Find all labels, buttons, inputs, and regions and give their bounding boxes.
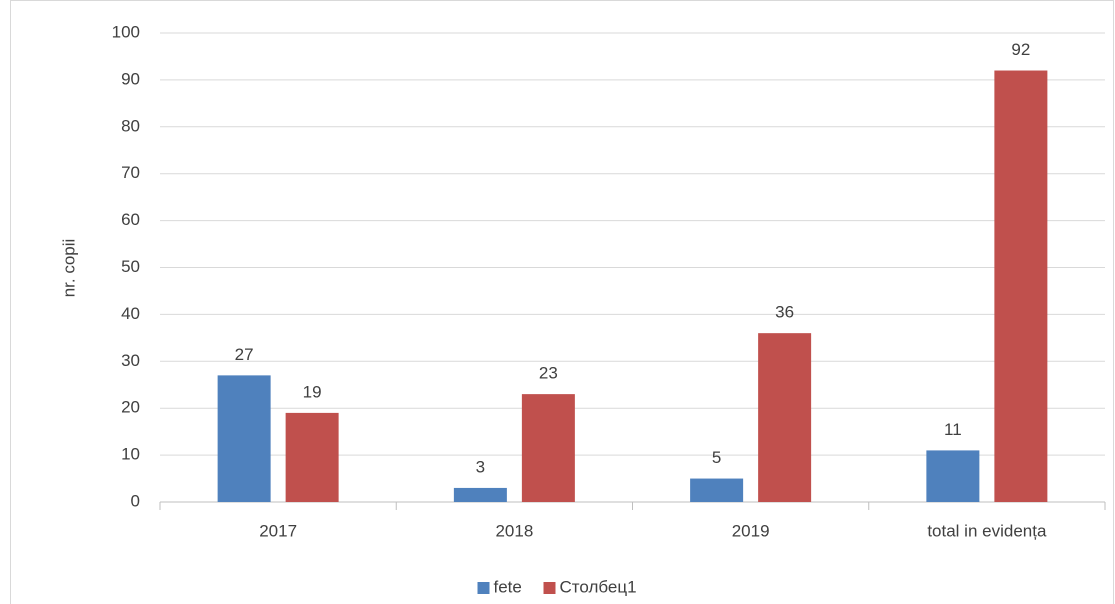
y-tick-label: 10 bbox=[121, 445, 140, 464]
y-tick-label: 60 bbox=[121, 210, 140, 229]
y-tick-label: 50 bbox=[121, 257, 140, 276]
x-tick-label: 2017 bbox=[259, 521, 297, 540]
data-label: 3 bbox=[476, 457, 485, 476]
bar bbox=[926, 450, 980, 502]
bar bbox=[521, 394, 575, 502]
y-tick-label: 70 bbox=[121, 163, 140, 182]
bar bbox=[453, 487, 507, 502]
y-tick-label: 30 bbox=[121, 351, 140, 370]
legend-label: fete bbox=[494, 577, 522, 596]
y-tick-label: 40 bbox=[121, 304, 140, 323]
legend-label: Столбец1 bbox=[560, 577, 637, 596]
data-label: 23 bbox=[539, 364, 558, 383]
x-tick-label: 2019 bbox=[732, 521, 770, 540]
y-tick-label: 20 bbox=[121, 398, 140, 417]
bar bbox=[994, 70, 1048, 503]
y-axis-label: nr. copii bbox=[59, 239, 78, 298]
legend-swatch bbox=[477, 582, 490, 594]
bar bbox=[690, 478, 744, 502]
bar bbox=[758, 333, 812, 502]
data-label: 36 bbox=[775, 303, 794, 322]
data-label: 11 bbox=[944, 420, 962, 439]
data-label: 19 bbox=[303, 382, 322, 401]
legend-swatch bbox=[543, 582, 556, 594]
data-label: 27 bbox=[235, 345, 254, 364]
x-tick-label: total in evidența bbox=[927, 521, 1047, 540]
y-tick-label: 90 bbox=[121, 69, 140, 88]
data-label: 5 bbox=[712, 448, 721, 467]
y-tick-label: 80 bbox=[121, 116, 140, 135]
bar bbox=[285, 412, 339, 502]
chart-frame bbox=[10, 0, 1114, 604]
y-tick-label: 100 bbox=[112, 22, 140, 41]
x-tick-label: 2018 bbox=[495, 521, 533, 540]
bar bbox=[217, 375, 271, 502]
data-label: 92 bbox=[1011, 40, 1030, 59]
y-tick-label: 0 bbox=[131, 491, 140, 510]
